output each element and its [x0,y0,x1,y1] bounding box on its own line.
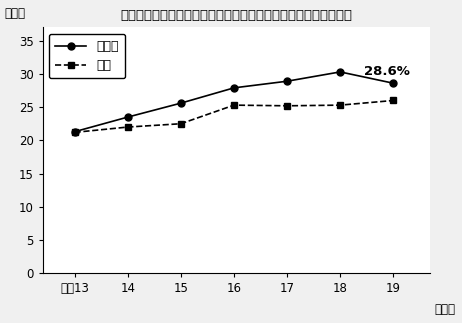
Text: 28.6%: 28.6% [364,65,410,78]
岐阜県 [178,101,183,105]
全国 [178,122,183,126]
Text: （年）: （年） [434,303,456,316]
Title: 図－８　パートタイム労働者比率の推移（事業所規樯５人以上）: 図－８ パートタイム労働者比率の推移（事業所規樯５人以上） [121,9,353,22]
全国 [231,103,237,107]
岐阜県 [390,81,396,85]
岐阜県 [337,70,343,74]
全国 [72,130,78,134]
岐阜県 [284,79,290,83]
Line: 岐阜県: 岐阜県 [71,68,397,135]
Text: （％）: （％） [4,7,25,20]
岐阜県 [231,86,237,90]
岐阜県 [72,130,78,134]
Line: 全国: 全国 [71,97,397,136]
全国 [390,99,396,102]
全国 [284,104,290,108]
岐阜県 [125,115,130,119]
全国 [337,103,343,107]
Legend: 岐阜県, 全国: 岐阜県, 全国 [49,34,125,78]
全国 [125,125,130,129]
